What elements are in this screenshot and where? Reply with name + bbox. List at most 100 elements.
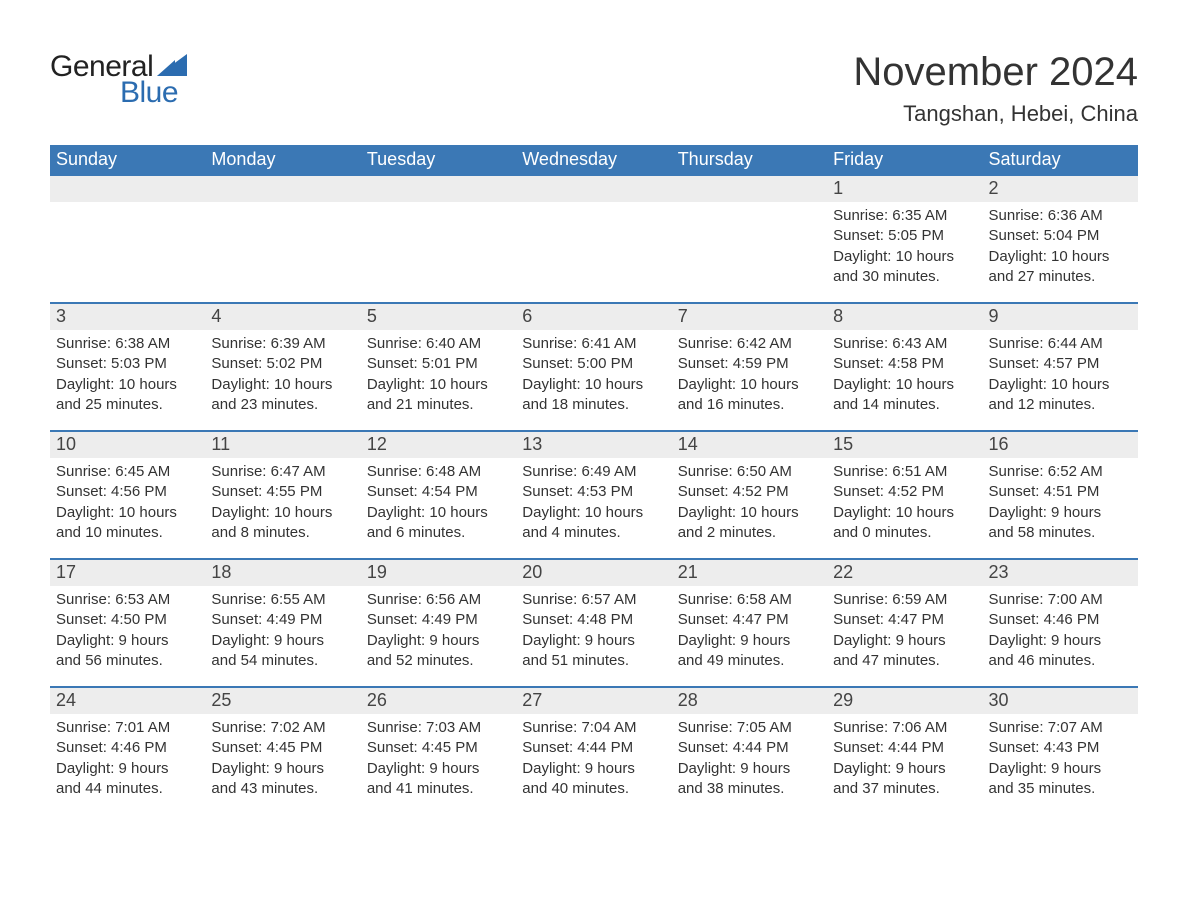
day-body: Sunrise: 6:50 AMSunset: 4:52 PMDaylight:… bbox=[672, 458, 827, 543]
day-body: Sunrise: 6:35 AMSunset: 5:05 PMDaylight:… bbox=[827, 202, 982, 287]
day-number: 26 bbox=[361, 688, 516, 714]
sunset-text: Sunset: 4:49 PM bbox=[211, 610, 354, 630]
logo-text-blue: Blue bbox=[120, 76, 178, 110]
daylight2-text: and 37 minutes. bbox=[833, 779, 976, 799]
day-number: 1 bbox=[827, 176, 982, 202]
day-cell: 11Sunrise: 6:47 AMSunset: 4:55 PMDayligh… bbox=[205, 432, 360, 558]
day-cell bbox=[50, 176, 205, 302]
weekday-header: Wednesday bbox=[516, 145, 671, 176]
day-cell: 30Sunrise: 7:07 AMSunset: 4:43 PMDayligh… bbox=[983, 688, 1138, 814]
day-body: Sunrise: 6:36 AMSunset: 5:04 PMDaylight:… bbox=[983, 202, 1138, 287]
daylight2-text: and 41 minutes. bbox=[367, 779, 510, 799]
daylight2-text: and 30 minutes. bbox=[833, 267, 976, 287]
week-row: 1Sunrise: 6:35 AMSunset: 5:05 PMDaylight… bbox=[50, 176, 1138, 302]
daylight2-text: and 27 minutes. bbox=[989, 267, 1132, 287]
day-number: 29 bbox=[827, 688, 982, 714]
daylight1-text: Daylight: 9 hours bbox=[989, 759, 1132, 779]
week-row: 3Sunrise: 6:38 AMSunset: 5:03 PMDaylight… bbox=[50, 302, 1138, 430]
day-body: Sunrise: 6:52 AMSunset: 4:51 PMDaylight:… bbox=[983, 458, 1138, 543]
sunset-text: Sunset: 4:54 PM bbox=[367, 482, 510, 502]
sunrise-text: Sunrise: 7:04 AM bbox=[522, 718, 665, 738]
day-cell: 5Sunrise: 6:40 AMSunset: 5:01 PMDaylight… bbox=[361, 304, 516, 430]
sunset-text: Sunset: 4:56 PM bbox=[56, 482, 199, 502]
day-body: Sunrise: 7:02 AMSunset: 4:45 PMDaylight:… bbox=[205, 714, 360, 799]
day-body bbox=[50, 202, 205, 206]
location-subtitle: Tangshan, Hebei, China bbox=[853, 101, 1138, 127]
weekday-header: Friday bbox=[827, 145, 982, 176]
daylight1-text: Daylight: 10 hours bbox=[833, 375, 976, 395]
sunset-text: Sunset: 4:44 PM bbox=[522, 738, 665, 758]
day-number: 22 bbox=[827, 560, 982, 586]
daylight1-text: Daylight: 9 hours bbox=[56, 631, 199, 651]
daylight2-text: and 0 minutes. bbox=[833, 523, 976, 543]
daylight2-text: and 40 minutes. bbox=[522, 779, 665, 799]
daylight2-text: and 44 minutes. bbox=[56, 779, 199, 799]
daylight2-text: and 51 minutes. bbox=[522, 651, 665, 671]
day-cell bbox=[205, 176, 360, 302]
sunset-text: Sunset: 4:51 PM bbox=[989, 482, 1132, 502]
daylight2-text: and 18 minutes. bbox=[522, 395, 665, 415]
weeks-container: 1Sunrise: 6:35 AMSunset: 5:05 PMDaylight… bbox=[50, 176, 1138, 814]
daylight2-text: and 49 minutes. bbox=[678, 651, 821, 671]
sunrise-text: Sunrise: 6:53 AM bbox=[56, 590, 199, 610]
day-number: 12 bbox=[361, 432, 516, 458]
day-body bbox=[361, 202, 516, 206]
weekday-header: Thursday bbox=[672, 145, 827, 176]
sunset-text: Sunset: 4:47 PM bbox=[678, 610, 821, 630]
day-number: 28 bbox=[672, 688, 827, 714]
day-cell: 19Sunrise: 6:56 AMSunset: 4:49 PMDayligh… bbox=[361, 560, 516, 686]
day-number bbox=[50, 176, 205, 202]
daylight2-text: and 54 minutes. bbox=[211, 651, 354, 671]
day-cell: 17Sunrise: 6:53 AMSunset: 4:50 PMDayligh… bbox=[50, 560, 205, 686]
day-cell: 9Sunrise: 6:44 AMSunset: 4:57 PMDaylight… bbox=[983, 304, 1138, 430]
day-number: 13 bbox=[516, 432, 671, 458]
daylight2-text: and 21 minutes. bbox=[367, 395, 510, 415]
day-cell: 1Sunrise: 6:35 AMSunset: 5:05 PMDaylight… bbox=[827, 176, 982, 302]
weekday-header: Saturday bbox=[983, 145, 1138, 176]
sunrise-text: Sunrise: 6:47 AM bbox=[211, 462, 354, 482]
daylight1-text: Daylight: 9 hours bbox=[522, 759, 665, 779]
day-cell: 26Sunrise: 7:03 AMSunset: 4:45 PMDayligh… bbox=[361, 688, 516, 814]
daylight2-text: and 47 minutes. bbox=[833, 651, 976, 671]
daylight1-text: Daylight: 10 hours bbox=[678, 503, 821, 523]
day-cell: 20Sunrise: 6:57 AMSunset: 4:48 PMDayligh… bbox=[516, 560, 671, 686]
day-body: Sunrise: 7:05 AMSunset: 4:44 PMDaylight:… bbox=[672, 714, 827, 799]
daylight2-text: and 56 minutes. bbox=[56, 651, 199, 671]
day-number: 6 bbox=[516, 304, 671, 330]
sunset-text: Sunset: 4:52 PM bbox=[678, 482, 821, 502]
daylight2-text: and 43 minutes. bbox=[211, 779, 354, 799]
daylight1-text: Daylight: 9 hours bbox=[678, 631, 821, 651]
day-body: Sunrise: 6:45 AMSunset: 4:56 PMDaylight:… bbox=[50, 458, 205, 543]
sunrise-text: Sunrise: 7:00 AM bbox=[989, 590, 1132, 610]
daylight1-text: Daylight: 10 hours bbox=[833, 503, 976, 523]
header-region: General Blue November 2024 Tangshan, Heb… bbox=[50, 50, 1138, 127]
sunrise-text: Sunrise: 7:07 AM bbox=[989, 718, 1132, 738]
month-title: November 2024 bbox=[853, 50, 1138, 95]
sunset-text: Sunset: 4:59 PM bbox=[678, 354, 821, 374]
day-body: Sunrise: 6:41 AMSunset: 5:00 PMDaylight:… bbox=[516, 330, 671, 415]
logo: General Blue bbox=[50, 50, 187, 110]
sunset-text: Sunset: 5:00 PM bbox=[522, 354, 665, 374]
daylight1-text: Daylight: 10 hours bbox=[367, 375, 510, 395]
day-number: 23 bbox=[983, 560, 1138, 586]
day-number: 8 bbox=[827, 304, 982, 330]
daylight1-text: Daylight: 9 hours bbox=[833, 631, 976, 651]
day-body: Sunrise: 7:06 AMSunset: 4:44 PMDaylight:… bbox=[827, 714, 982, 799]
day-body: Sunrise: 6:42 AMSunset: 4:59 PMDaylight:… bbox=[672, 330, 827, 415]
daylight1-text: Daylight: 10 hours bbox=[56, 503, 199, 523]
day-body bbox=[516, 202, 671, 206]
day-body: Sunrise: 6:58 AMSunset: 4:47 PMDaylight:… bbox=[672, 586, 827, 671]
day-cell bbox=[516, 176, 671, 302]
sunrise-text: Sunrise: 6:56 AM bbox=[367, 590, 510, 610]
daylight2-text: and 38 minutes. bbox=[678, 779, 821, 799]
sunrise-text: Sunrise: 7:02 AM bbox=[211, 718, 354, 738]
day-body: Sunrise: 6:44 AMSunset: 4:57 PMDaylight:… bbox=[983, 330, 1138, 415]
daylight1-text: Daylight: 9 hours bbox=[211, 759, 354, 779]
day-cell: 29Sunrise: 7:06 AMSunset: 4:44 PMDayligh… bbox=[827, 688, 982, 814]
daylight2-text: and 46 minutes. bbox=[989, 651, 1132, 671]
daylight2-text: and 2 minutes. bbox=[678, 523, 821, 543]
day-number: 5 bbox=[361, 304, 516, 330]
daylight2-text: and 16 minutes. bbox=[678, 395, 821, 415]
daylight1-text: Daylight: 10 hours bbox=[56, 375, 199, 395]
day-body: Sunrise: 6:39 AMSunset: 5:02 PMDaylight:… bbox=[205, 330, 360, 415]
